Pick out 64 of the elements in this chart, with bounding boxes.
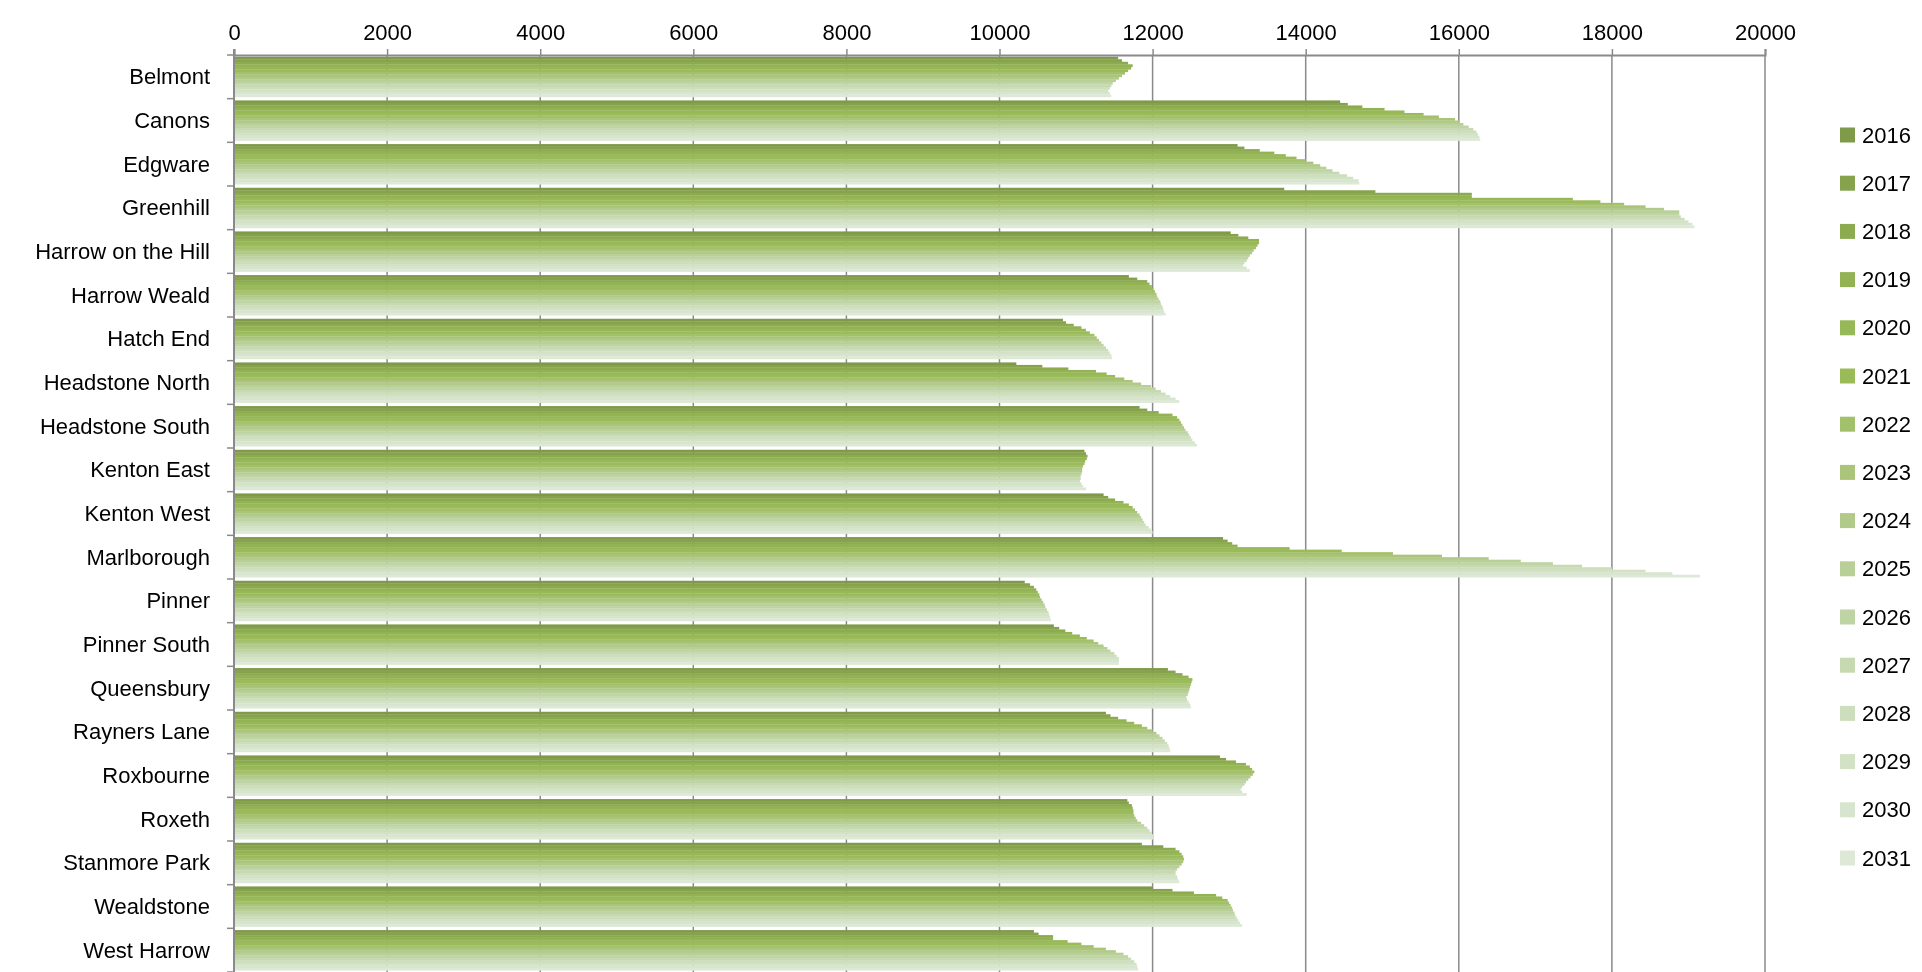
y-tick-label: Wealdstone — [94, 894, 210, 919]
bar — [234, 729, 1153, 733]
bar — [234, 945, 1094, 948]
y-tick-label: Hatch End — [107, 326, 210, 352]
bar — [234, 331, 1090, 335]
legend-label: 2023 — [1862, 459, 1911, 485]
bar — [234, 639, 1094, 643]
x-tick-label: 8000 — [822, 20, 872, 45]
legend-label: 2016 — [1862, 122, 1911, 148]
y-tick-label: Kenton East — [90, 457, 210, 483]
bar — [234, 552, 1393, 555]
y-tick-label: Headstone South — [39, 413, 210, 439]
bar — [234, 205, 1646, 209]
bar — [234, 115, 1439, 119]
y-tick-label: Edgware — [123, 151, 210, 177]
legend-label: 2024 — [1862, 508, 1911, 534]
y-tick-label: Harrow Weald — [71, 282, 210, 308]
y-tick-label: Stanmore Park — [63, 850, 211, 876]
legend-label: 2019 — [1862, 267, 1911, 293]
legend-label: 2018 — [1862, 218, 1911, 244]
x-tick-label: 20000 — [1734, 20, 1797, 45]
x-tick-label: 0 — [228, 20, 241, 45]
y-tick-label: Pinner — [146, 588, 210, 614]
y-tick-label: Kenton West — [84, 501, 210, 526]
x-tick-label: 2000 — [363, 20, 413, 45]
legend-label: 2021 — [1862, 363, 1911, 389]
legend-label: 2022 — [1862, 411, 1911, 437]
x-tick-label: 18000 — [1581, 20, 1643, 45]
legend-label: 2031 — [1862, 845, 1911, 871]
y-tick-label: Marlborough — [86, 544, 210, 570]
x-tick-label: 4000 — [516, 20, 566, 45]
bar — [234, 574, 1700, 578]
legend-label: 2026 — [1862, 604, 1911, 630]
x-tick-label: 10000 — [969, 20, 1031, 45]
x-tick-label: 16000 — [1428, 20, 1490, 45]
bar — [234, 159, 1306, 162]
y-tick-label: Headstone North — [43, 370, 210, 395]
y-tick-label: Queensbury — [90, 675, 210, 701]
x-tick-label: 14000 — [1275, 20, 1337, 45]
bar — [234, 793, 1247, 796]
legend-label: 2029 — [1862, 749, 1911, 775]
y-tick-label: Canons — [134, 108, 210, 133]
y-tick-label: Harrow on the Hill — [35, 239, 210, 264]
x-tick-label: 6000 — [669, 20, 719, 45]
y-tick-label: Rayners Lane — [73, 719, 210, 745]
legend-label: 2028 — [1862, 700, 1911, 726]
y-tick-label: Greenhill — [121, 195, 210, 221]
legend-label: 2020 — [1862, 315, 1911, 341]
bar — [234, 493, 1104, 497]
y-tick-label: Pinner South — [82, 632, 210, 657]
bar — [234, 377, 1125, 381]
y-tick-label: Roxbourne — [102, 763, 210, 788]
y-tick-label: Roxeth — [140, 806, 210, 832]
legend-label: 2030 — [1862, 797, 1911, 823]
bar — [234, 724, 1142, 728]
bar — [234, 537, 1224, 540]
legend-label: 2027 — [1862, 652, 1911, 678]
y-tick-label: West Harrow — [83, 937, 211, 963]
x-tick-label: 12000 — [1122, 20, 1184, 45]
legend-label: 2017 — [1862, 170, 1911, 196]
bar — [234, 200, 1601, 204]
legend-label: 2025 — [1862, 556, 1911, 582]
y-tick-label: Belmont — [129, 64, 210, 90]
bar — [234, 400, 1180, 403]
